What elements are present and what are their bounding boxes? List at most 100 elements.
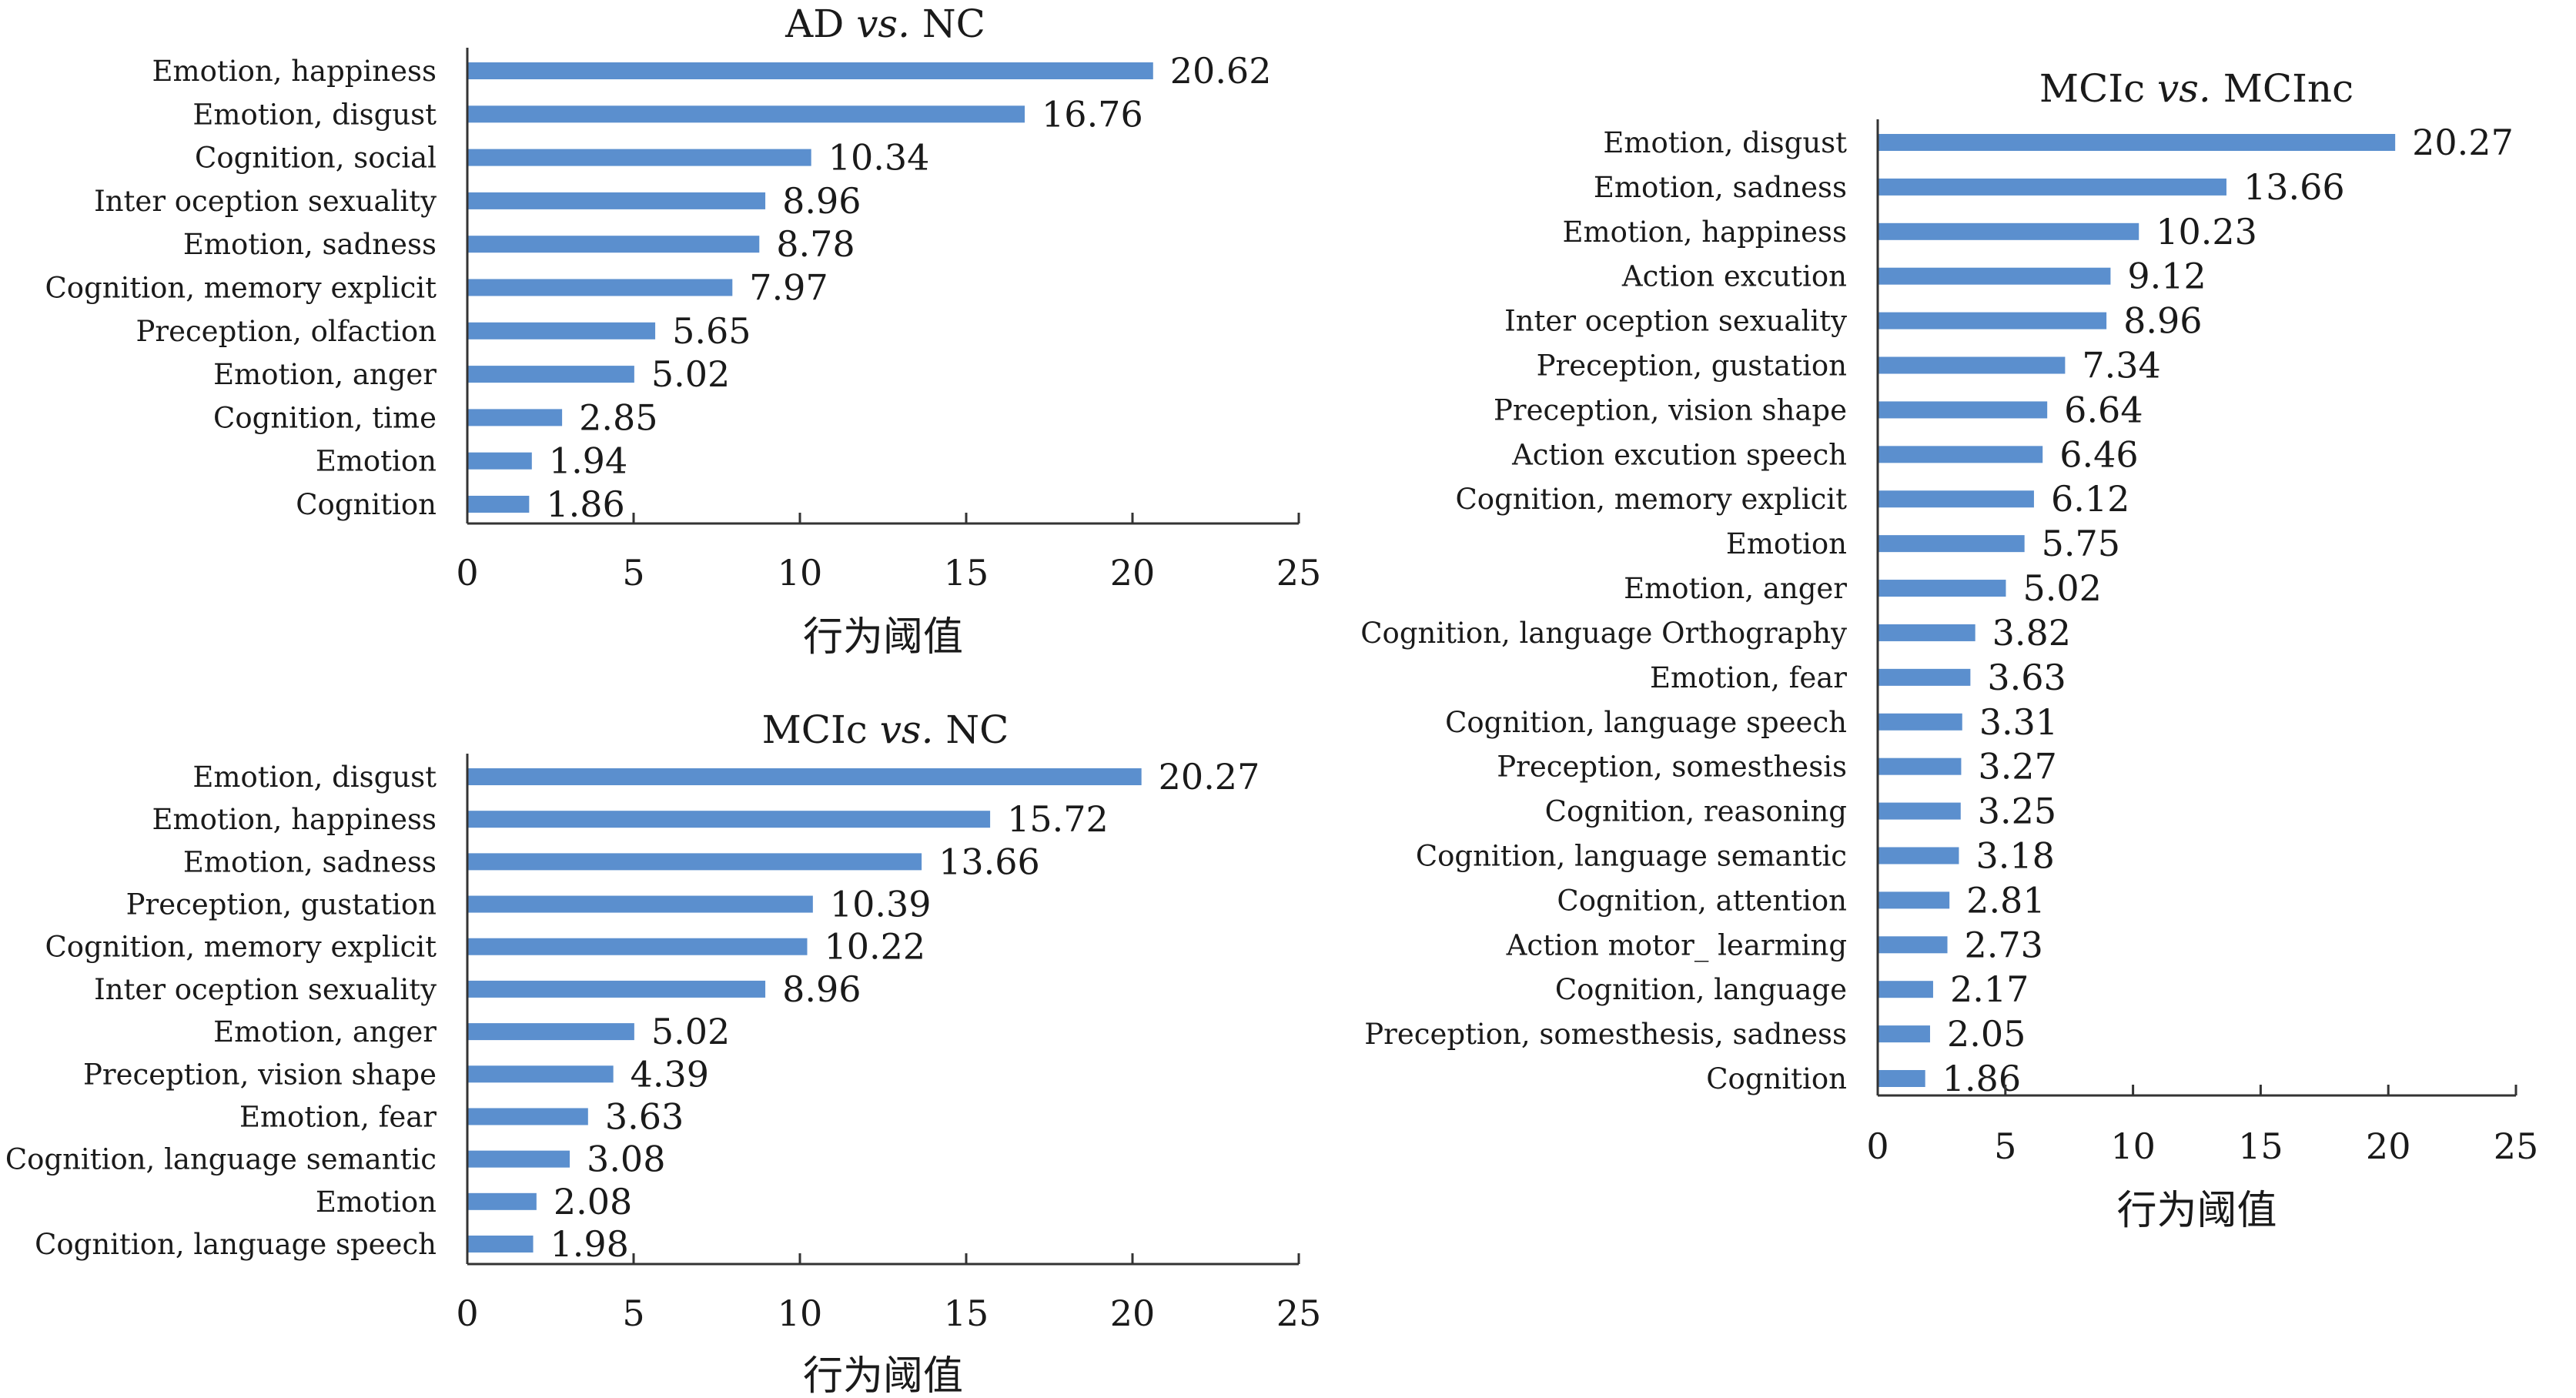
bar bbox=[1878, 1070, 1925, 1087]
bar bbox=[1878, 134, 2396, 151]
x-tick-label: 25 bbox=[2494, 1125, 2539, 1167]
value-label: 1.94 bbox=[549, 440, 627, 482]
category-label: Emotion, fear bbox=[1650, 661, 1847, 694]
value-label: 6.64 bbox=[2064, 389, 2143, 430]
x-axis-title: 行为阈值 bbox=[803, 614, 963, 661]
bar bbox=[1878, 178, 2226, 196]
bar bbox=[467, 236, 760, 253]
bar bbox=[467, 279, 733, 296]
bar bbox=[1878, 490, 2034, 508]
chart-title: MCIc vs. MCInc bbox=[2039, 66, 2354, 111]
bar bbox=[467, 62, 1153, 79]
bar bbox=[1878, 981, 1933, 998]
bar bbox=[1878, 847, 1959, 865]
category-label: Cognition, memory explicit bbox=[45, 272, 437, 305]
category-label: Cognition, language Orthography bbox=[1360, 617, 1847, 650]
category-label: Emotion, happiness bbox=[152, 55, 437, 88]
category-label: Cognition, language speech bbox=[1445, 706, 1847, 739]
bar bbox=[1878, 446, 2043, 463]
category-label: Emotion, sadness bbox=[183, 228, 437, 261]
x-tick-label: 15 bbox=[944, 1293, 989, 1334]
value-label: 3.18 bbox=[1975, 834, 2054, 876]
value-label: 6.46 bbox=[2059, 433, 2138, 475]
value-label: 10.22 bbox=[825, 926, 926, 968]
x-tick-label: 20 bbox=[1110, 1293, 1156, 1334]
value-label: 4.39 bbox=[631, 1053, 709, 1095]
category-label: Cognition bbox=[296, 488, 437, 521]
value-label: 16.76 bbox=[1042, 93, 1143, 135]
category-label: Emotion, happiness bbox=[152, 803, 437, 836]
value-label: 10.23 bbox=[2156, 211, 2257, 253]
x-tick-label: 5 bbox=[1994, 1125, 2016, 1167]
category-label: Preception, gustation bbox=[126, 888, 437, 921]
bar bbox=[1878, 401, 2048, 419]
bar bbox=[1878, 758, 1962, 775]
value-label: 2.73 bbox=[1965, 924, 2043, 965]
bar bbox=[1878, 535, 2025, 553]
chart-panel-2: MCIc vs. NC Emotion, disgust 20.27 Emotion,… bbox=[5, 707, 1321, 1398]
category-label: Emotion, anger bbox=[213, 1015, 437, 1048]
bar bbox=[467, 192, 766, 209]
bar bbox=[467, 149, 811, 166]
bar bbox=[467, 980, 766, 998]
category-label: Cognition, memory explicit bbox=[45, 931, 437, 964]
value-label: 3.63 bbox=[605, 1095, 684, 1137]
value-label: 8.96 bbox=[2123, 300, 2202, 342]
value-label: 20.62 bbox=[1170, 50, 1272, 92]
category-label: Cognition, time bbox=[213, 401, 437, 434]
value-label: 3.25 bbox=[1978, 791, 2056, 832]
bar bbox=[467, 1065, 614, 1083]
bar bbox=[467, 452, 532, 470]
bar bbox=[467, 811, 991, 828]
x-tick-label: 20 bbox=[1110, 552, 1156, 594]
value-label: 3.82 bbox=[1992, 612, 2071, 654]
x-tick-label: 25 bbox=[1276, 552, 1322, 594]
value-label: 13.66 bbox=[2243, 166, 2345, 208]
value-label: 5.75 bbox=[2042, 523, 2120, 564]
bar bbox=[1878, 356, 2066, 374]
category-label: Emotion, sadness bbox=[183, 845, 437, 878]
category-label: Cognition bbox=[1706, 1062, 1847, 1095]
value-label: 1.86 bbox=[546, 483, 624, 525]
value-label: 9.12 bbox=[2127, 256, 2206, 297]
value-label: 3.08 bbox=[587, 1139, 665, 1180]
bar bbox=[467, 105, 1025, 123]
category-label: Action motor_ learming bbox=[1506, 928, 1847, 962]
category-label: Inter oception sexuality bbox=[1504, 305, 1847, 338]
value-label: 1.86 bbox=[1942, 1058, 2021, 1099]
bar bbox=[1878, 624, 1975, 641]
category-label: Inter oception sexuality bbox=[94, 185, 437, 218]
value-label: 3.27 bbox=[1978, 746, 2056, 788]
category-label: Cognition, social bbox=[195, 142, 437, 175]
bar bbox=[467, 1150, 570, 1168]
value-label: 20.27 bbox=[2412, 122, 2514, 163]
x-tick-label: 0 bbox=[456, 552, 478, 594]
value-label: 5.02 bbox=[2022, 567, 2101, 609]
chart-title: AD vs. NC bbox=[785, 2, 985, 46]
bar bbox=[1878, 936, 1948, 954]
x-axis-title: 行为阈值 bbox=[803, 1353, 963, 1394]
category-label: Cognition, memory explicit bbox=[1456, 483, 1848, 516]
category-label: Cognition, language semantic bbox=[5, 1143, 437, 1176]
value-label: 10.39 bbox=[830, 884, 932, 925]
value-label: 5.02 bbox=[651, 1011, 730, 1052]
bar bbox=[1878, 580, 2006, 597]
chart-panel-3: MCIc vs. MCInc Emotion, disgust 20.27 Emoti… bbox=[1360, 66, 2538, 1234]
bar bbox=[467, 496, 530, 513]
category-label: Emotion, happiness bbox=[1563, 216, 1848, 249]
category-label: Cognition, attention bbox=[1557, 884, 1847, 917]
category-label: Cognition, language speech bbox=[35, 1228, 437, 1261]
category-label: Inter oception sexuality bbox=[94, 973, 437, 1006]
bar bbox=[467, 1236, 534, 1253]
category-label: Emotion bbox=[1726, 527, 1847, 560]
category-label: Cognition, language bbox=[1555, 973, 1847, 1006]
value-label: 15.72 bbox=[1007, 798, 1109, 840]
value-label: 10.34 bbox=[828, 137, 930, 179]
chart-panel-1: AD vs. NC Emotion, happiness 20.62 Emotion,… bbox=[45, 2, 1322, 661]
bar bbox=[1878, 802, 1961, 820]
value-label: 6.12 bbox=[2051, 478, 2129, 520]
value-label: 8.96 bbox=[782, 968, 861, 1010]
bar bbox=[1878, 713, 1962, 731]
category-label: Emotion, disgust bbox=[1603, 126, 1847, 159]
